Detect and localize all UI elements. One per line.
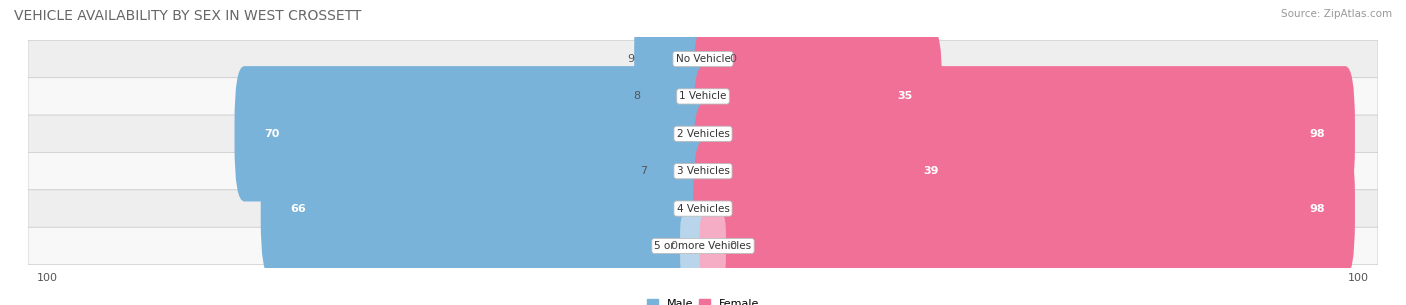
Text: 0: 0 [669, 241, 676, 251]
Text: 70: 70 [264, 129, 280, 139]
Text: 1 Vehicle: 1 Vehicle [679, 92, 727, 102]
Text: VEHICLE AVAILABILITY BY SEX IN WEST CROSSETT: VEHICLE AVAILABILITY BY SEX IN WEST CROS… [14, 9, 361, 23]
Text: 0: 0 [730, 54, 737, 64]
FancyBboxPatch shape [28, 78, 1378, 115]
FancyBboxPatch shape [700, 216, 725, 276]
Text: Source: ZipAtlas.com: Source: ZipAtlas.com [1281, 9, 1392, 19]
FancyBboxPatch shape [634, 0, 713, 127]
Text: 35: 35 [897, 92, 912, 102]
FancyBboxPatch shape [647, 103, 713, 239]
FancyBboxPatch shape [28, 227, 1378, 265]
FancyBboxPatch shape [28, 190, 1378, 227]
Text: 39: 39 [924, 166, 939, 176]
FancyBboxPatch shape [28, 152, 1378, 190]
Text: 66: 66 [290, 203, 307, 213]
FancyBboxPatch shape [260, 141, 713, 276]
Text: No Vehicle: No Vehicle [675, 54, 731, 64]
FancyBboxPatch shape [28, 40, 1378, 78]
FancyBboxPatch shape [28, 115, 1378, 152]
FancyBboxPatch shape [235, 66, 713, 202]
FancyBboxPatch shape [641, 29, 713, 164]
Text: 4 Vehicles: 4 Vehicles [676, 203, 730, 213]
Text: 2 Vehicles: 2 Vehicles [676, 129, 730, 139]
Text: 9: 9 [627, 54, 634, 64]
FancyBboxPatch shape [681, 216, 706, 276]
FancyBboxPatch shape [693, 66, 1355, 202]
Text: 7: 7 [640, 166, 647, 176]
Legend: Male, Female: Male, Female [643, 295, 763, 305]
Text: 8: 8 [634, 92, 641, 102]
Text: 98: 98 [1310, 203, 1326, 213]
FancyBboxPatch shape [693, 141, 1355, 276]
Text: 98: 98 [1310, 129, 1326, 139]
Text: 0: 0 [730, 241, 737, 251]
FancyBboxPatch shape [693, 29, 942, 164]
FancyBboxPatch shape [700, 29, 725, 89]
Text: 5 or more Vehicles: 5 or more Vehicles [654, 241, 752, 251]
FancyBboxPatch shape [693, 103, 969, 239]
Text: 3 Vehicles: 3 Vehicles [676, 166, 730, 176]
